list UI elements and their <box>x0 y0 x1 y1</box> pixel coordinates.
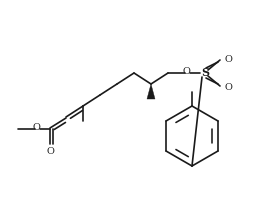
Text: O: O <box>32 123 40 133</box>
Text: S: S <box>201 67 209 78</box>
Text: O: O <box>224 82 232 92</box>
Text: O: O <box>182 68 190 76</box>
Text: O: O <box>46 146 54 155</box>
Polygon shape <box>147 84 155 99</box>
Text: O: O <box>224 54 232 63</box>
